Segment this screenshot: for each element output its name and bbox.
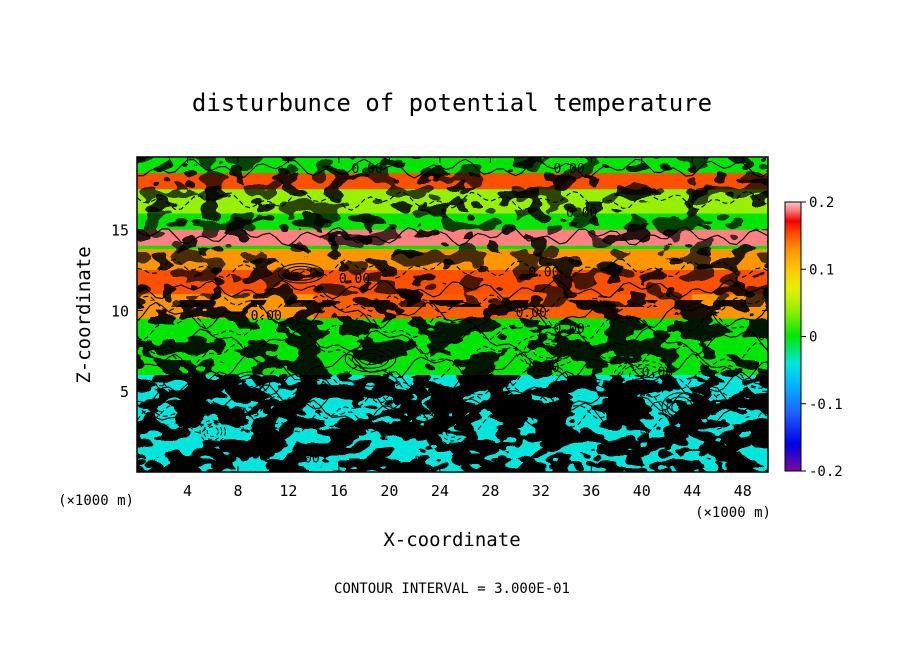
plot-area: 0.00 0.00 0.00 0.00 0.00 0.00 0.00 0.00 0.00 0.00…: [137, 157, 768, 472]
contour-line-15: [137, 226, 768, 247]
colorbar-tick-label: -0.1: [809, 397, 843, 413]
contour-line-11: [137, 301, 768, 330]
x-tick-label: 48: [734, 482, 752, 500]
x-tick-label: 36: [582, 482, 600, 500]
contour-loop-2-2: [358, 352, 383, 366]
contour-label: 0.00: [288, 451, 319, 466]
colorbar-tick-label: 0: [809, 330, 817, 346]
colorbar-tick-label: -0.2: [809, 464, 843, 480]
contour-label: 0.00: [352, 162, 383, 177]
contour-loop-0-0: [277, 263, 325, 284]
x-axis: 4 8 12 16 20 24 28 32 36 40 44 48: [183, 157, 752, 500]
x-axis-unit: (×1000 m): [695, 505, 771, 521]
contour-loop-4-0: [231, 371, 271, 395]
contour-loop-7-1: [203, 422, 223, 441]
colorbar-tick-label: 0.1: [809, 262, 834, 278]
x-tick-label: 40: [633, 482, 651, 500]
contour-loop-2-1: [351, 349, 390, 369]
x-tick-label: 24: [431, 482, 449, 500]
contour-loop-1-0: [515, 334, 580, 368]
x-tick-label: 12: [279, 482, 297, 500]
colorbar-tick-label: 0.2: [809, 195, 834, 211]
contour-label: 0.00: [553, 322, 584, 337]
contour-loop-5-0: [436, 418, 469, 446]
contour-line-8: [137, 341, 768, 371]
contour-line-5: [137, 370, 768, 399]
contour-interval-note: CONTOUR INTERVAL = 3.000E-01: [334, 581, 570, 597]
y-tick-label: 5: [120, 383, 129, 401]
contour-loop-1-1: [523, 338, 571, 363]
contour-loop-7-2: [206, 426, 219, 438]
contour-line-4: [137, 376, 768, 405]
y-tick-label: 15: [111, 222, 129, 240]
contour-line-6: [137, 362, 768, 391]
contour-loop-1-2: [532, 343, 562, 359]
contour-label: 0.00: [516, 306, 547, 321]
x-tick-label: 32: [532, 482, 550, 500]
contour-label: 0.00: [566, 206, 597, 221]
contour-loop-5-2: [445, 425, 460, 438]
chart-title: disturbunce of potential temperature: [192, 89, 712, 117]
x-tick-label: 8: [233, 482, 242, 500]
y-axis-label: Z-coordinate: [73, 246, 95, 383]
colorbar-ramp: [785, 202, 801, 471]
contour-labels: 0.00 0.00 0.00 0.00 0.00 0.00 0.00 0.00 0.00 0.00…: [251, 162, 674, 466]
contour-loop-6-2: [671, 400, 688, 415]
contour-loop-4-1: [236, 374, 265, 392]
x-axis-label: X-coordinate: [383, 529, 520, 551]
contour-loop-5-1: [441, 421, 464, 442]
y-axis-unit: (×1000 m): [58, 493, 134, 509]
contour-label: 0.00: [251, 309, 282, 324]
contour-line-13: [137, 279, 768, 300]
contour-loop-0-1: [284, 265, 318, 281]
contour-line-2: [137, 391, 768, 420]
contour-line-7: [137, 352, 768, 381]
upper-blue-cells: [137, 157, 768, 307]
contour-line-0: [137, 406, 768, 435]
contour-loop-0-2: [290, 268, 312, 279]
contour-label: 0.00: [528, 361, 559, 376]
colorbar-ticks: 0.2 0.1 0 -0.1 -0.2: [801, 195, 843, 480]
x-tick-label: 44: [683, 482, 701, 500]
contour-line-12: [137, 293, 768, 315]
contour-line-16: [137, 190, 768, 211]
plot-frame: [136, 156, 769, 473]
contour-line-10: [137, 312, 768, 341]
contour-lines: [137, 158, 768, 446]
x-tick-label: 16: [330, 482, 348, 500]
contour-loop-6-0: [661, 392, 698, 423]
contour-loop-3-2: [629, 368, 655, 382]
contour-loop-3-1: [621, 364, 663, 387]
contour-loop-7-0: [199, 419, 226, 444]
colorbar: 0.2 0.1 0 -0.1 -0.2: [784, 195, 843, 480]
contour-label: 0.00: [642, 366, 673, 381]
y-axis: 5 10 15: [111, 222, 768, 401]
x-tick-label: 4: [183, 482, 192, 500]
contour-line-14: [137, 258, 768, 279]
contour-loop-6-1: [666, 396, 693, 419]
contour-loop-2-0: [344, 345, 397, 373]
x-tick-label: 28: [481, 482, 499, 500]
contour-loop-3-0: [613, 360, 671, 391]
contour-line-9: [137, 326, 768, 356]
contour-label: 0.00: [528, 266, 559, 281]
x-tick-label: 20: [380, 482, 398, 500]
contour-loop-4-2: [241, 377, 260, 389]
mid-white-cells: [137, 300, 768, 390]
contour-label: 0.00: [553, 162, 584, 177]
contour-label: 0.00: [339, 272, 370, 287]
y-tick-label: 10: [111, 302, 129, 320]
contour-line-17: [137, 158, 768, 179]
